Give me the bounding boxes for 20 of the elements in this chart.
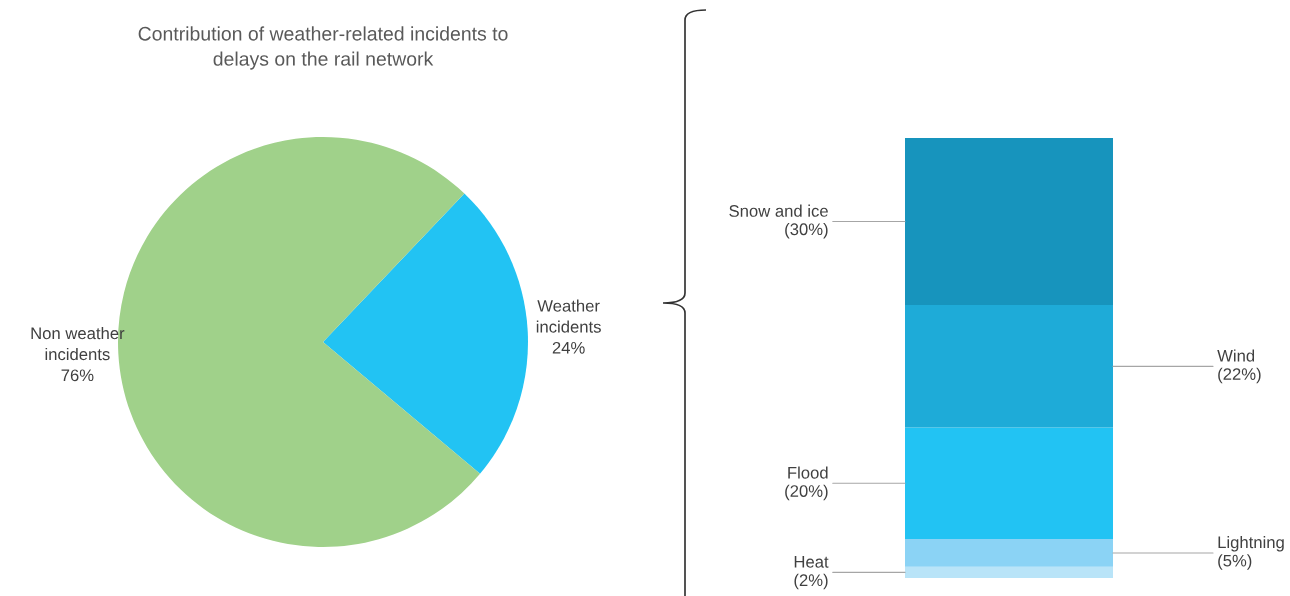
data-label: 76% (61, 369, 94, 382)
bar (905, 138, 1113, 306)
chart-title: Contribution of weather-related incidents to delays on the rail network (138, 26, 508, 70)
bar (905, 566, 1113, 578)
pie-slice (323, 193, 528, 474)
data-label: (2%) (794, 573, 828, 590)
data-label: (20%) (785, 484, 828, 501)
text: Snow and ice (729, 204, 828, 217)
bar (905, 427, 1113, 540)
data-label: (5%) (1218, 554, 1252, 570)
slice-label: Weather incidents (536, 299, 601, 333)
bar (905, 305, 1113, 428)
data-label: (30%) (785, 222, 828, 239)
text: Heat (794, 556, 829, 568)
text: Flood (788, 466, 828, 479)
data-label: (22%) (1218, 367, 1261, 384)
data-label: 24% (552, 341, 585, 354)
bar (905, 539, 1113, 567)
text: Lightning (1218, 536, 1284, 552)
text: Wind (1217, 349, 1255, 362)
